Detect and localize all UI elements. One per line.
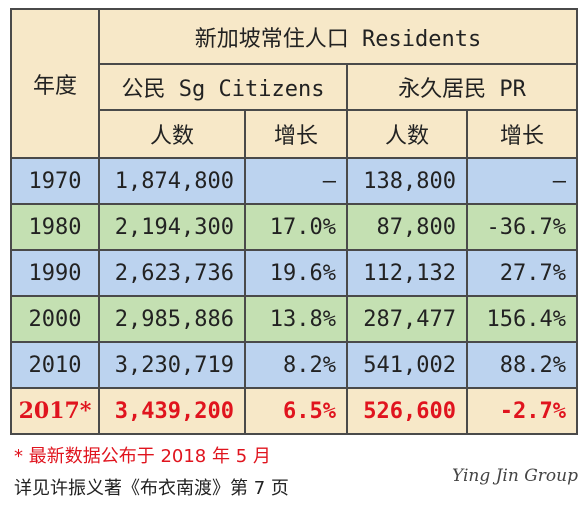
pr-growth-cell: – — [465, 157, 579, 205]
citizens-growth-cell: 17.0% — [244, 203, 348, 251]
table-row-latest: 2017* 3,439,200 6.5% 526,600 -2.7% — [10, 387, 579, 435]
citizens-count-cell: 3,230,719 — [98, 341, 246, 389]
table-row: 1990 2,623,736 19.6% 112,132 27.7% — [10, 249, 579, 297]
year-header: 年度 — [10, 8, 100, 159]
citizens-count-cell: 1,874,800 — [98, 157, 246, 205]
citizens-count-header: 人数 — [98, 109, 246, 159]
citizens-growth-cell: 8.2% — [244, 341, 348, 389]
pr-count-cell: 526,600 — [346, 387, 468, 435]
pr-count-cell: 541,002 — [346, 341, 468, 389]
citizens-count-cell: 3,439,200 — [98, 387, 246, 435]
citizens-count-cell: 2,194,300 — [98, 203, 246, 251]
citizens-growth-cell: 19.6% — [244, 249, 348, 297]
citizens-growth-cell: 6.5% — [244, 387, 348, 435]
year-cell: 1970 — [10, 157, 100, 205]
residents-header: 新加坡常住人口 Residents — [97, 8, 579, 65]
table-row: 2000 2,985,886 13.8% 287,477 156.4% — [10, 295, 579, 343]
table-row: 2010 3,230,719 8.2% 541,002 88.2% — [10, 341, 579, 389]
pr-count-header: 人数 — [346, 109, 468, 159]
year-cell: 1980 — [10, 203, 100, 251]
year-cell: 2017* — [10, 387, 100, 435]
citizens-growth-cell: 13.8% — [244, 295, 348, 343]
citizens-header: 公民 Sg Citizens — [98, 63, 348, 111]
footnote-source: 详见许振义著《布衣南渡》第 7 页 — [14, 478, 289, 499]
pr-growth-cell: -2.7% — [465, 387, 579, 435]
table-row: 1980 2,194,300 17.0% 87,800 -36.7% — [10, 203, 579, 251]
pr-count-cell: 287,477 — [346, 295, 468, 343]
pr-growth-cell: 27.7% — [465, 249, 579, 297]
year-cell: 2010 — [10, 341, 100, 389]
pr-growth-header: 增长 — [465, 109, 579, 159]
pr-growth-cell: -36.7% — [465, 203, 579, 251]
citizens-count-cell: 2,623,736 — [98, 249, 246, 297]
pr-count-cell: 87,800 — [346, 203, 468, 251]
table-row: 1970 1,874,800 – 138,800 – — [10, 157, 579, 205]
watermark-logo: Ying Jin Group — [452, 466, 578, 486]
citizens-growth-cell: – — [244, 157, 348, 205]
pr-growth-cell: 156.4% — [465, 295, 579, 343]
pr-header: 永久居民 PR — [345, 63, 579, 111]
pr-growth-cell: 88.2% — [465, 341, 579, 389]
pr-count-cell: 112,132 — [346, 249, 468, 297]
citizens-growth-header: 增长 — [244, 109, 348, 159]
population-table: 年度 新加坡常住人口 Residents 公民 Sg Citizens 永久居民… — [10, 8, 579, 435]
pr-count-cell: 138,800 — [346, 157, 468, 205]
footnote-update: * 最新数据公布于 2018 年 5 月 — [14, 446, 271, 467]
year-cell: 1990 — [10, 249, 100, 297]
citizens-count-cell: 2,985,886 — [98, 295, 246, 343]
year-cell: 2000 — [10, 295, 100, 343]
